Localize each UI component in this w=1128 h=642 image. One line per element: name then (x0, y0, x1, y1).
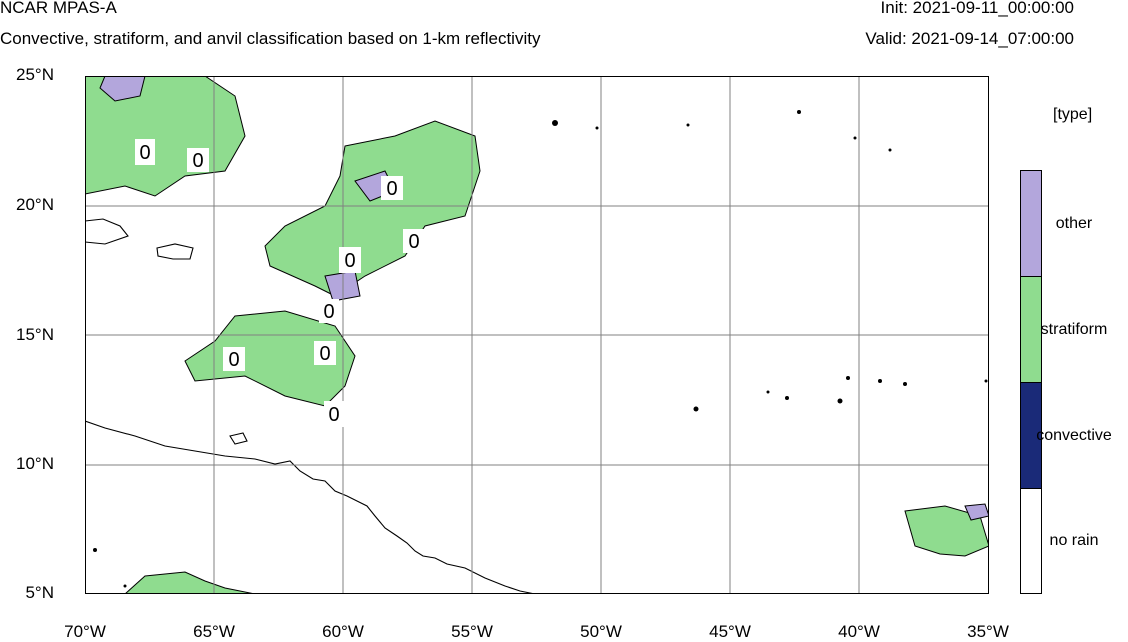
lon-label-40: 40°W (838, 622, 880, 641)
plot-title: NCAR MPAS-A (0, 0, 117, 17)
valid-time: Valid: 2021-09-14_07:00:00 (865, 29, 1074, 48)
legend-swatch-no-rain (1021, 489, 1041, 593)
lon-label-65: 65°W (193, 622, 235, 641)
legend-swatch-convective (1021, 383, 1041, 489)
trinidad-coast (229, 432, 248, 445)
lat-label-5: 5°N (25, 583, 54, 602)
legend-swatch-other (1021, 171, 1041, 277)
stratiform-area (264, 120, 481, 297)
south-america-coast (85, 420, 536, 594)
other-area (964, 503, 989, 521)
plot-subtitle: Convective, stratiform, and anvil classi… (0, 29, 541, 48)
lon-label-55: 55°W (451, 622, 493, 641)
other-area (99, 76, 146, 102)
legend-label-convective: convective (1036, 427, 1112, 444)
puerto-rico-coast (156, 243, 194, 260)
legend-title: [type] (1053, 106, 1093, 123)
lon-label-70: 70°W (64, 622, 106, 641)
contour-label: 0 (319, 343, 330, 365)
lon-label-35: 35°W (967, 622, 1009, 641)
lat-label-10: 10°N (16, 454, 54, 473)
legend-label-stratiform: stratiform (1040, 321, 1108, 338)
init-time: Init: 2021-09-11_00:00:00 (880, 0, 1074, 17)
lon-label-45: 45°W (709, 622, 751, 641)
lat-label-25: 25°N (16, 65, 54, 84)
coastlines (85, 218, 536, 594)
contour-label: 0 (408, 231, 419, 253)
stratiform-area (124, 571, 256, 594)
contour-label: 0 (323, 301, 334, 323)
lon-label-50: 50°W (580, 622, 622, 641)
lat-label-15: 15°N (16, 325, 54, 344)
legend-label-other: other (1055, 215, 1093, 232)
contour-label: 0 (386, 178, 397, 200)
contour-label: 0 (228, 349, 239, 371)
hispaniola-coast (85, 218, 129, 245)
lat-lon-grid (85, 76, 989, 594)
contour-label: 0 (139, 142, 150, 164)
stratiform-area (904, 505, 989, 557)
legend-colorbar (1020, 170, 1042, 594)
legend-swatch-stratiform (1021, 277, 1041, 383)
map-frame (85, 76, 989, 594)
contour-label: 0 (344, 250, 355, 272)
scattered-cells (93, 110, 988, 588)
legend-label-no-rain: no rain (1049, 532, 1099, 549)
lon-label-60: 60°W (322, 622, 364, 641)
contour-label: 0 (328, 404, 339, 426)
contour-label: 0 (192, 150, 203, 172)
contour-labels: 0 0 0 0 0 0 0 0 0 (135, 139, 425, 427)
lat-label-20: 20°N (16, 195, 54, 214)
map-panel: 0 0 0 0 0 0 0 0 0 (85, 76, 989, 594)
